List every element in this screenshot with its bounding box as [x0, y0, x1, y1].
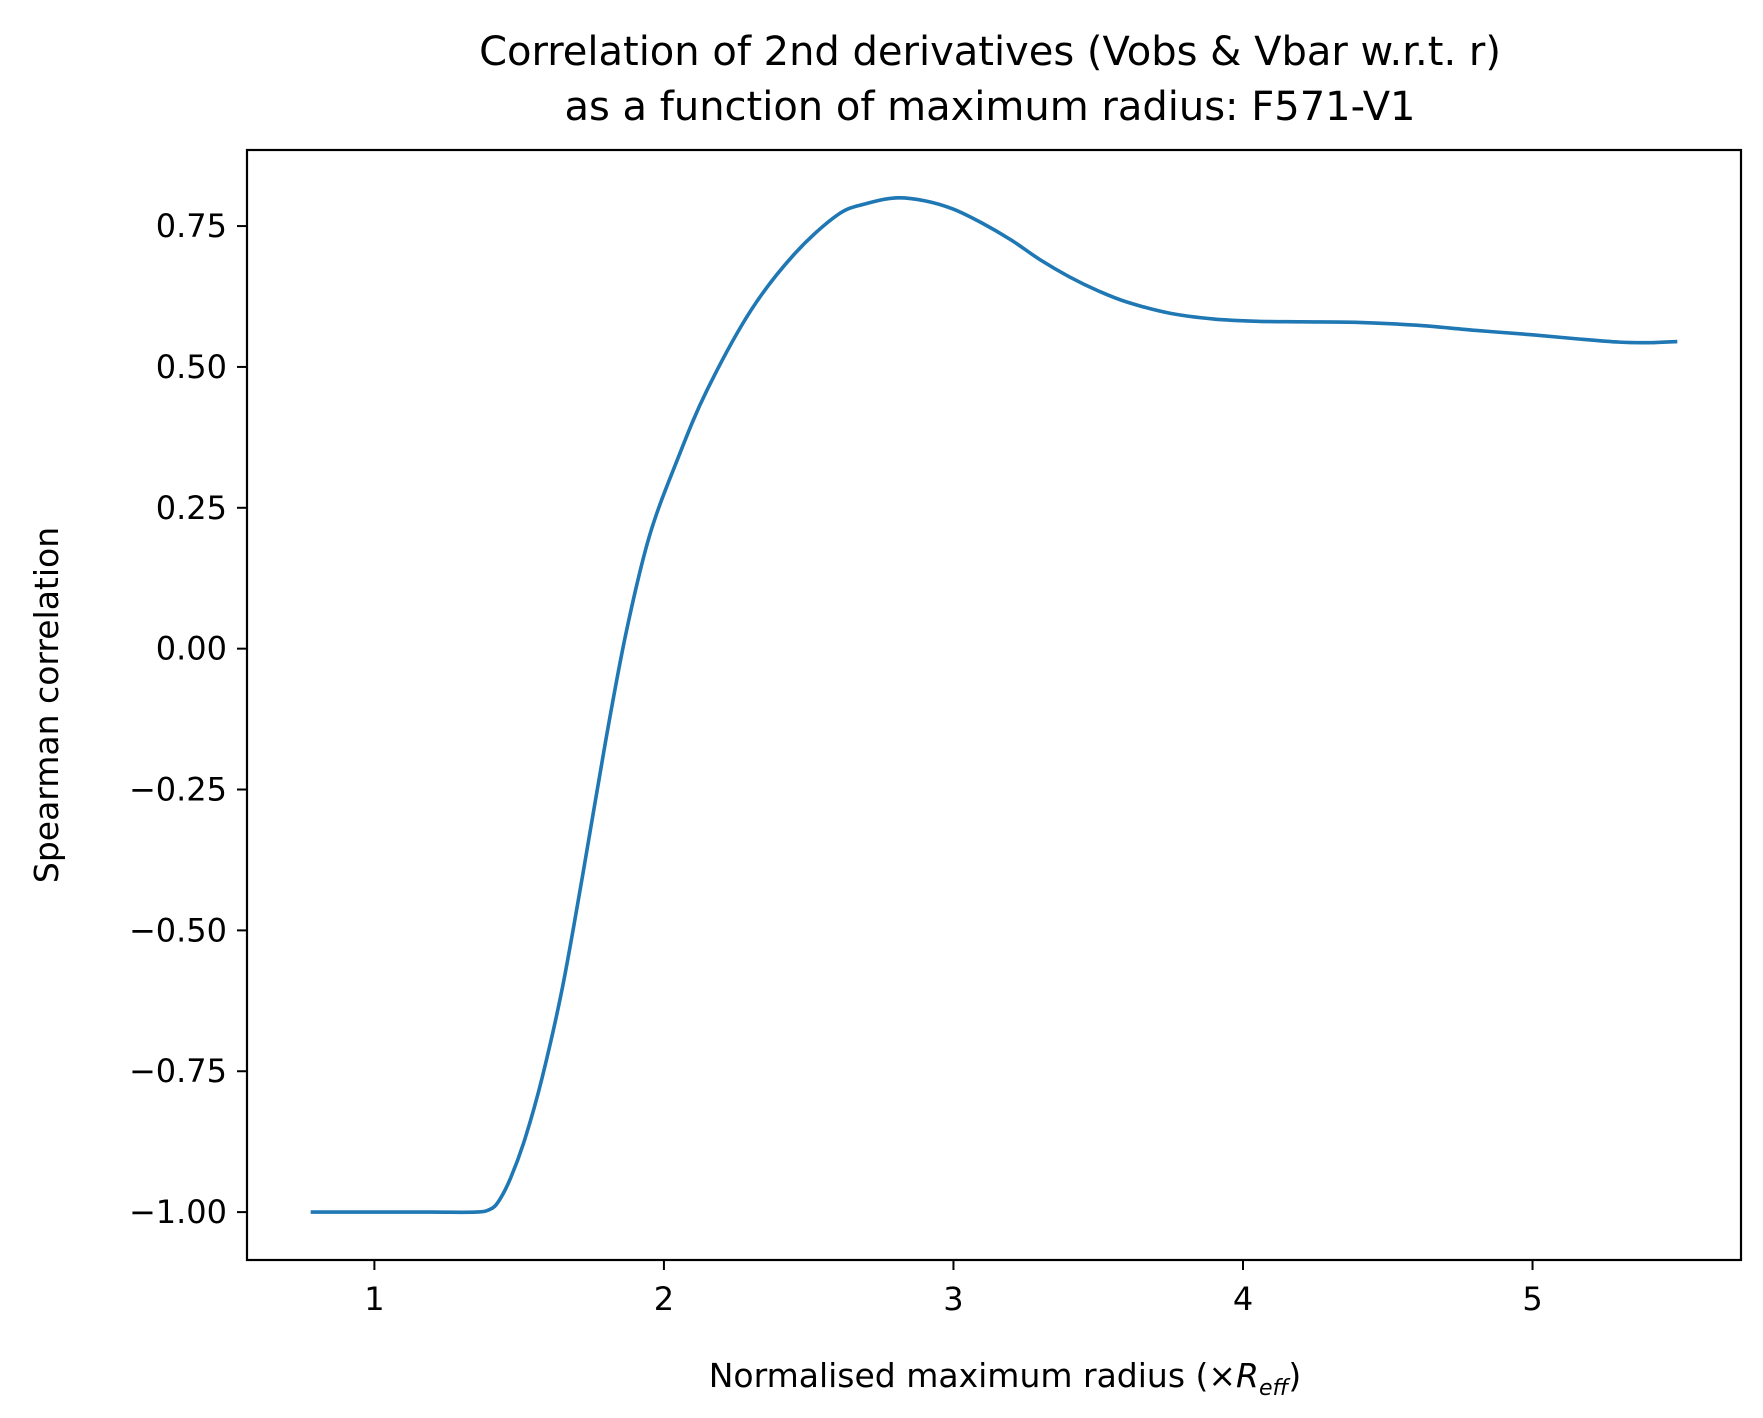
chart-title-line1: Correlation of 2nd derivatives (Vobs & V…	[479, 29, 1501, 75]
x-tick-label: 3	[943, 1280, 963, 1318]
x-axis: 1 2 3 4 5	[364, 1260, 1543, 1318]
y-tick-label: 0.25	[156, 489, 227, 527]
x-tick-label: 5	[1522, 1280, 1542, 1318]
y-tick-label: −0.50	[129, 911, 227, 949]
x-axis-label: Normalised maximum radius (×Reff)	[709, 1356, 1302, 1401]
chart-title-line2: as a function of maximum radius: F571-V1	[564, 84, 1415, 130]
y-tick-label: −1.00	[129, 1193, 227, 1231]
y-tick-label: 0.75	[156, 207, 227, 245]
y-tick-label: −0.75	[129, 1052, 227, 1090]
y-tick-label: 0.00	[156, 630, 227, 668]
plot-frame	[245, 148, 1743, 1262]
y-tick-label: −0.25	[129, 771, 227, 809]
x-tick-label: 4	[1233, 1280, 1253, 1318]
x-axis-label-sub: eff	[1259, 1376, 1291, 1401]
y-axis-label: Spearman correlation	[27, 527, 66, 883]
x-tick-label: 1	[364, 1280, 384, 1318]
x-axis-label-close: )	[1288, 1356, 1301, 1395]
series-line-0	[310, 195, 1678, 1215]
x-axis-label-var: R	[1236, 1356, 1259, 1395]
y-axis: −1.00 −0.75 −0.50 −0.25 0.00 0.25 0.50 0.75	[129, 207, 247, 1231]
y-tick-label: 0.50	[156, 348, 227, 386]
x-axis-label-main: Normalised maximum radius (×	[709, 1356, 1236, 1395]
x-tick-label: 2	[654, 1280, 674, 1318]
plot-area	[310, 195, 1678, 1215]
